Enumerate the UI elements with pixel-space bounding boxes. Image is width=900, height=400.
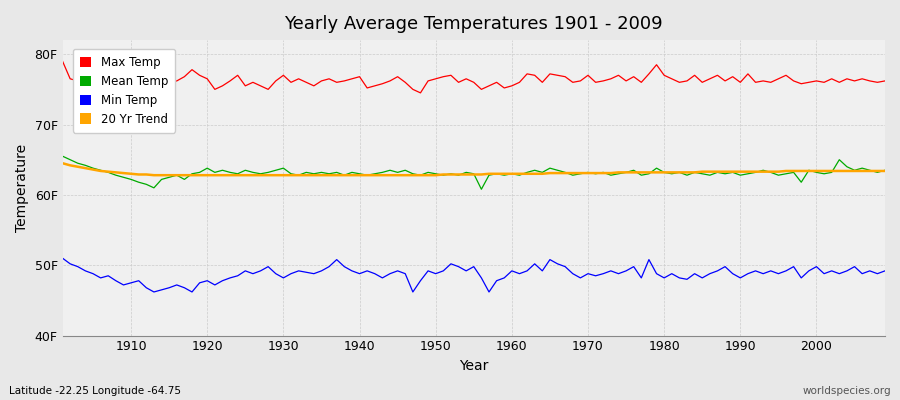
X-axis label: Year: Year [459,359,489,373]
Y-axis label: Temperature: Temperature [15,144,29,232]
Title: Yearly Average Temperatures 1901 - 2009: Yearly Average Temperatures 1901 - 2009 [284,15,663,33]
Legend: Max Temp, Mean Temp, Min Temp, 20 Yr Trend: Max Temp, Mean Temp, Min Temp, 20 Yr Tre… [73,49,176,133]
Text: worldspecies.org: worldspecies.org [803,386,891,396]
Text: Latitude -22.25 Longitude -64.75: Latitude -22.25 Longitude -64.75 [9,386,181,396]
